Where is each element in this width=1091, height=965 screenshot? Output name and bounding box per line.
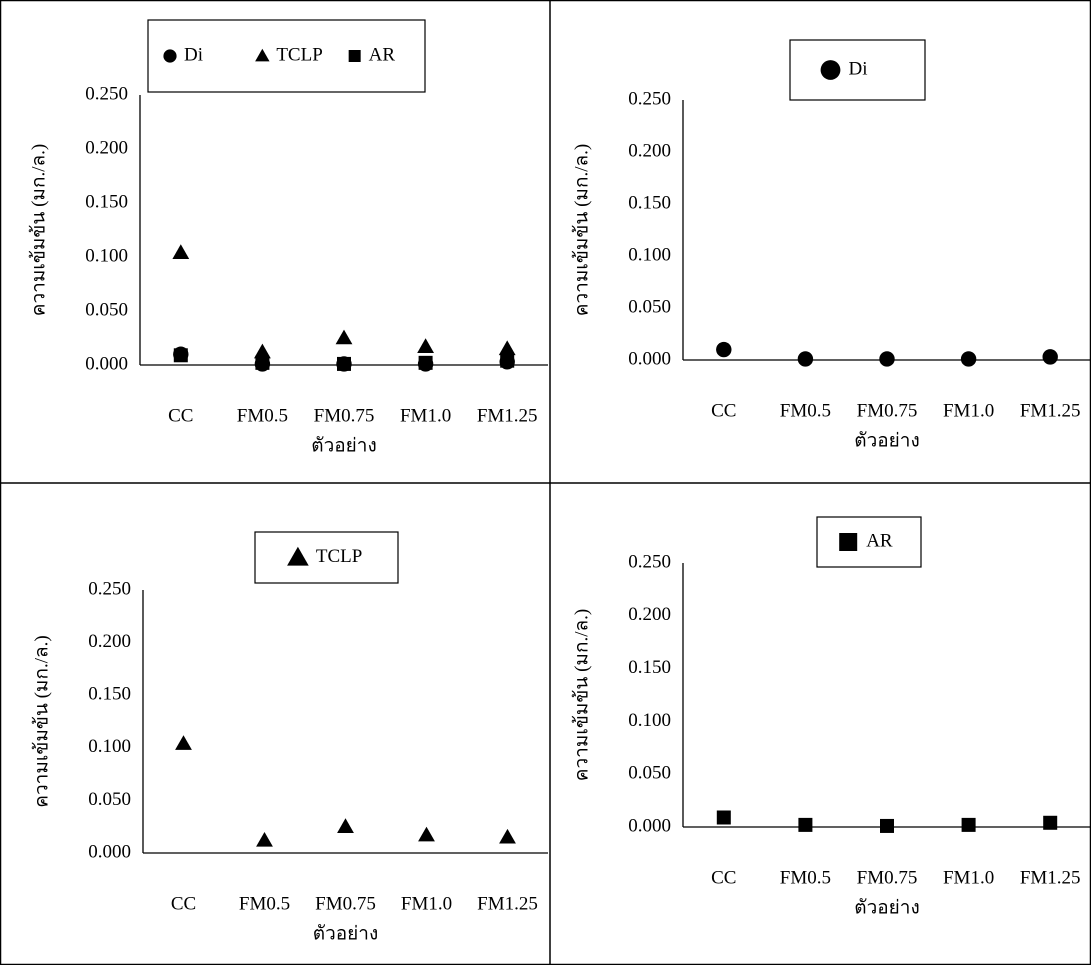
- marker: [175, 735, 192, 750]
- marker: [880, 818, 894, 833]
- y-tick-label: 0.200: [88, 631, 131, 652]
- y-axis-label: ความเข้มข้น (มก./ล.): [571, 609, 592, 781]
- y-tick-label: 0.150: [88, 684, 131, 705]
- marker: [337, 818, 354, 833]
- y-tick-label: 0.000: [85, 353, 128, 374]
- marker: [716, 810, 731, 825]
- y-tick-label: 0.000: [628, 348, 671, 369]
- legend-box: [254, 531, 399, 584]
- legend-label: TCLP: [316, 546, 362, 567]
- marker: [173, 348, 188, 363]
- marker: [255, 355, 270, 370]
- y-tick-label: 0.200: [85, 137, 128, 158]
- x-tick-label: CC: [711, 867, 736, 888]
- marker: [500, 353, 515, 368]
- y-tick-label: 0.050: [88, 789, 131, 810]
- chart-panel: 0.000 0.050 0.100 0.150 0.200 0.250 CC FM0.5 FM0…: [31, 531, 548, 944]
- x-tick-label: CC: [711, 400, 736, 421]
- marker: [417, 338, 434, 353]
- y-tick-label: 0.100: [85, 245, 128, 266]
- y-tick-label: 0.050: [85, 299, 128, 320]
- legend-label: Di: [849, 58, 868, 79]
- marker: [960, 351, 977, 367]
- x-tick-label: FM0.5: [237, 405, 288, 426]
- x-tick-label: FM0.5: [780, 400, 831, 421]
- marker: [172, 244, 190, 259]
- legend-label: Di: [184, 44, 203, 65]
- marker: [797, 351, 814, 367]
- y-axis-label: ความเข้มข้น (มก./ล.): [31, 635, 52, 807]
- x-tick-label: FM1.0: [400, 405, 451, 426]
- x-tick-label: FM1.0: [943, 867, 994, 888]
- x-tick-label: FM1.0: [401, 893, 452, 914]
- marker: [820, 60, 841, 80]
- x-tick-label: FM1.25: [1020, 867, 1081, 888]
- x-axis-label: ตัวอย่าง: [311, 435, 377, 456]
- marker: [287, 546, 309, 566]
- marker: [961, 817, 976, 832]
- chart-panel: 0.000 0.050 0.100 0.150 0.200 0.250 CC FM0.5 FM0…: [28, 19, 548, 456]
- marker: [498, 340, 516, 356]
- y-tick-label: 0.150: [628, 657, 671, 678]
- x-tick-label: CC: [171, 893, 196, 914]
- chart-panel: 0.000 0.050 0.100 0.150 0.200 0.250 CC FM0.5 FM0…: [571, 516, 1091, 918]
- x-tick-label: FM1.0: [943, 400, 994, 421]
- x-axis-label: ตัวอย่าง: [854, 430, 920, 451]
- marker: [335, 329, 353, 345]
- marker: [879, 351, 895, 367]
- x-tick-label: FM0.5: [780, 867, 831, 888]
- y-tick-label: 0.000: [88, 841, 131, 862]
- legend-box: [816, 516, 922, 568]
- marker: [256, 831, 273, 847]
- marker: [1042, 349, 1058, 365]
- legend-box: [147, 19, 426, 93]
- x-tick-label: FM0.75: [857, 400, 918, 421]
- x-tick-label: FM1.25: [477, 405, 538, 426]
- y-tick-label: 0.100: [88, 736, 131, 757]
- y-tick-label: 0.150: [85, 191, 128, 212]
- legend-box: [789, 39, 926, 101]
- y-tick-label: 0.250: [628, 551, 671, 572]
- x-tick-label: FM1.25: [1020, 400, 1081, 421]
- x-axis-label: ตัวอย่าง: [313, 923, 379, 944]
- y-axis-label: ความเข้มข้น (มก./ล.): [571, 144, 592, 316]
- x-tick-label: CC: [168, 405, 193, 426]
- marker: [418, 355, 433, 370]
- x-axis-label: ตัวอย่าง: [854, 897, 920, 918]
- legend-label: AR: [866, 530, 893, 551]
- y-tick-label: 0.050: [628, 763, 671, 784]
- y-tick-label: 0.150: [628, 192, 671, 213]
- y-tick-label: 0.100: [628, 710, 671, 731]
- y-tick-label: 0.250: [85, 83, 128, 104]
- x-tick-label: FM0.75: [857, 867, 918, 888]
- y-tick-label: 0.100: [628, 244, 671, 265]
- y-tick-label: 0.250: [628, 88, 671, 109]
- y-axis-label: ความเข้มข้น (มก./ล.): [28, 144, 49, 316]
- marker: [798, 817, 813, 832]
- marker: [254, 343, 271, 359]
- marker: [499, 828, 516, 844]
- x-tick-label: FM0.5: [239, 893, 290, 914]
- marker: [255, 48, 270, 62]
- marker: [716, 341, 732, 358]
- y-tick-label: 0.000: [628, 815, 671, 836]
- chart-panel: 0.000 0.050 0.100 0.150 0.200 0.250 CC FM0.5 FM0…: [571, 39, 1091, 451]
- marker: [1043, 815, 1058, 830]
- y-tick-label: 0.200: [628, 604, 671, 625]
- marker: [348, 50, 361, 62]
- y-tick-label: 0.200: [628, 140, 671, 161]
- legend-label: AR: [369, 44, 396, 65]
- legend-label: TCLP: [276, 44, 322, 65]
- x-tick-label: FM0.75: [315, 893, 376, 914]
- marker: [163, 49, 177, 63]
- x-tick-label: FM0.75: [314, 405, 375, 426]
- marker: [839, 533, 858, 551]
- marker: [418, 826, 435, 842]
- y-tick-label: 0.250: [88, 578, 131, 599]
- marker: [337, 356, 351, 371]
- x-tick-label: FM1.25: [477, 893, 538, 914]
- y-tick-label: 0.050: [628, 296, 671, 317]
